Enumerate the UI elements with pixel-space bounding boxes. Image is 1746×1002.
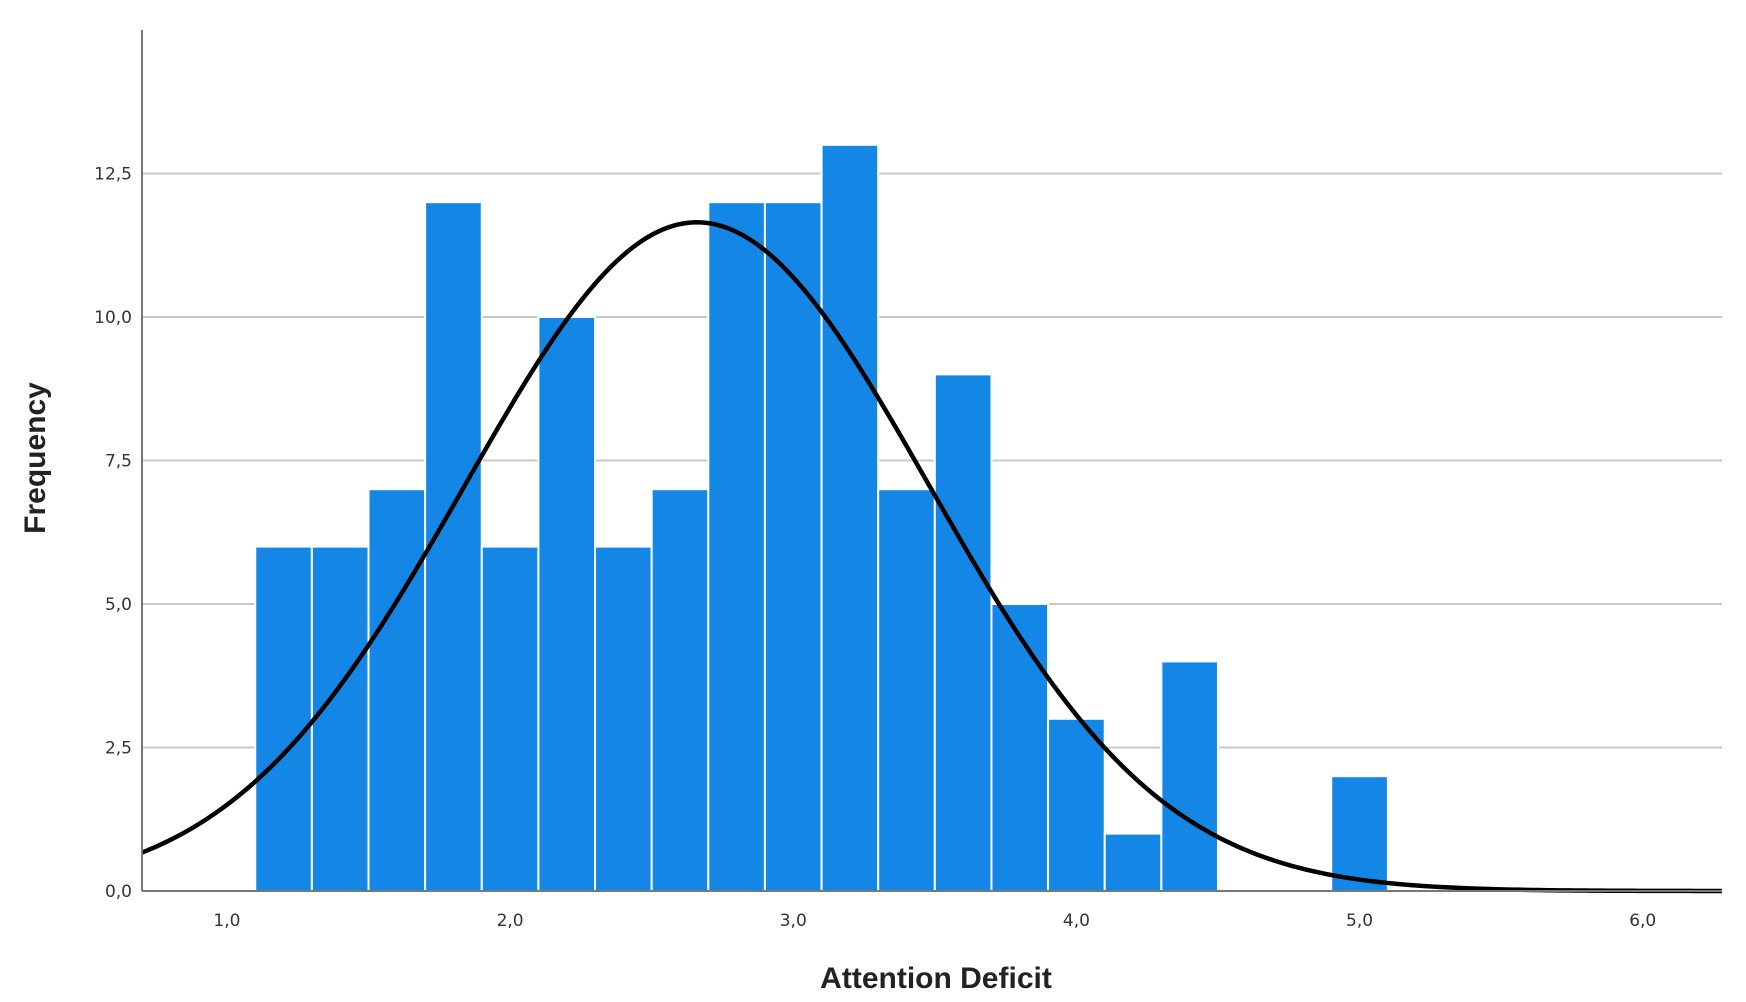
histogram-bars xyxy=(254,143,1389,893)
x-tick-label: 3,0 xyxy=(780,911,807,931)
histogram-bar xyxy=(480,545,540,892)
x-tick-labels: 1,0 2,0 3,0 4,0 5,0 6,0 xyxy=(213,911,1656,931)
histogram-bar xyxy=(933,373,993,892)
histogram-bar xyxy=(990,603,1050,892)
histogram-bar xyxy=(763,201,823,892)
histogram-bar xyxy=(1330,775,1389,893)
histogram-bar xyxy=(877,488,936,892)
x-tick-label: 5,0 xyxy=(1346,911,1373,931)
x-axis-title: Attention Deficit xyxy=(820,962,1052,995)
y-tick-label: 0,0 xyxy=(105,882,132,902)
x-tick-label: 4,0 xyxy=(1063,911,1090,931)
y-tick-label: 7,5 xyxy=(105,452,132,472)
x-tick-label: 1,0 xyxy=(213,911,240,931)
x-tick-label: 6,0 xyxy=(1629,911,1656,931)
histogram-bar xyxy=(310,545,370,892)
histogram-bar xyxy=(820,143,880,893)
histogram-bar xyxy=(1160,660,1219,893)
y-tick-label: 2,5 xyxy=(105,739,132,759)
normal-curve xyxy=(141,220,1722,894)
histogram-bar xyxy=(537,316,597,892)
histogram-bar xyxy=(650,488,710,892)
y-axis-title: Frequency xyxy=(19,382,52,534)
y-tick-label: 5,0 xyxy=(105,595,132,615)
histogram-bar xyxy=(254,545,313,892)
histogram-bar xyxy=(1103,832,1163,892)
histogram-bar xyxy=(367,488,427,892)
histogram-bar xyxy=(1047,717,1106,892)
histogram-bar xyxy=(707,201,766,892)
y-tick-label: 10,0 xyxy=(94,308,132,328)
y-tick-label: 12,5 xyxy=(94,165,132,185)
histogram-bar xyxy=(424,201,483,892)
y-tick-labels: 0,0 2,5 5,0 7,5 10,0 12,5 xyxy=(94,165,132,903)
histogram-bar xyxy=(594,545,653,892)
x-tick-label: 2,0 xyxy=(497,911,524,931)
